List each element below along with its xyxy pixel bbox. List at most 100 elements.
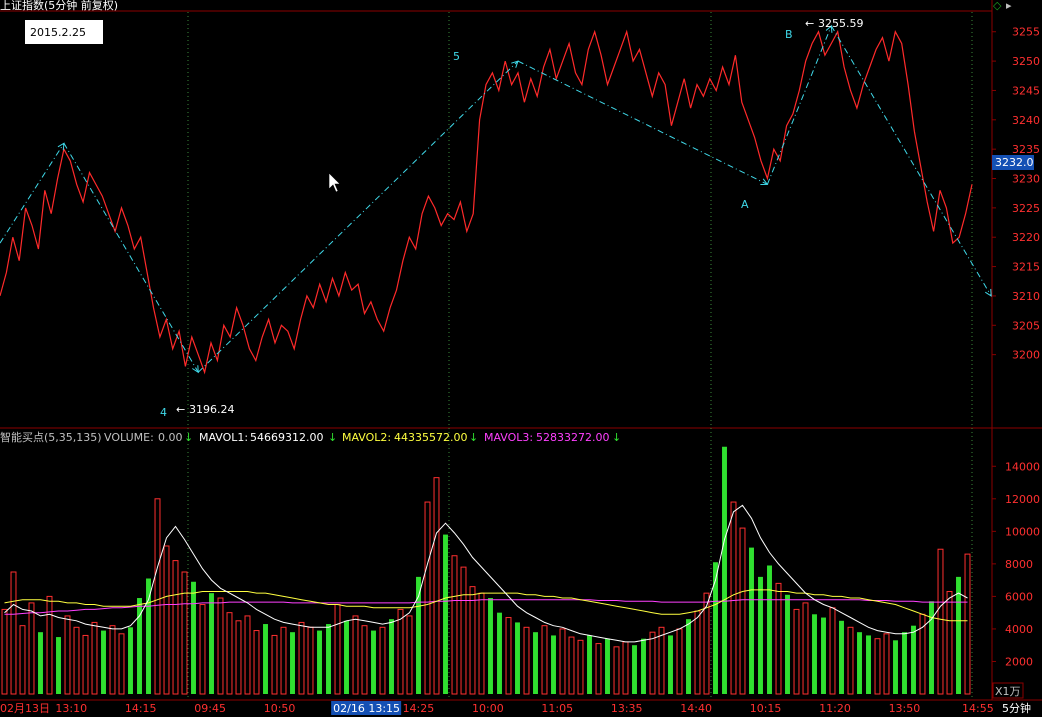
- volume-bar: [109, 625, 116, 695]
- scroll-right-icon[interactable]: ▸: [1006, 0, 1012, 12]
- volume-unit: X1万: [995, 685, 1021, 698]
- wave-segment: [766, 25, 832, 185]
- indicator-name: 智能买点(5,35,135): [0, 430, 102, 444]
- volume-bar: [10, 571, 17, 695]
- volume-bar: [568, 636, 575, 695]
- price-tick-label: 3215: [1012, 261, 1040, 274]
- diamond-icon[interactable]: ◇: [993, 0, 1002, 12]
- volume-bar: [739, 527, 746, 695]
- x-axis-label: 11:20: [819, 702, 851, 715]
- chart-title: 上证指数(5分钟 前复权): [0, 0, 118, 12]
- volume-bar: [406, 615, 413, 695]
- price-line: [0, 29, 973, 375]
- mavol3-line: [4, 599, 968, 615]
- x-axis-label: 10:50: [264, 702, 296, 715]
- volume-bar: [46, 595, 53, 695]
- volume-bar: [478, 592, 485, 695]
- volume-bar: [128, 627, 133, 694]
- volume-bar: [389, 619, 394, 694]
- volume-bar: [775, 582, 782, 695]
- volume-bar: [38, 632, 43, 694]
- period-button[interactable]: 5分钟: [1002, 701, 1031, 715]
- wave-label-b: B: [785, 28, 793, 41]
- volume-value: 0.00: [158, 431, 183, 444]
- volume-bar: [181, 571, 188, 695]
- volume-bar: [839, 620, 844, 694]
- volume-bar: [686, 619, 691, 694]
- price-tick-label: 3245: [1012, 84, 1040, 97]
- volume-bar: [82, 634, 89, 695]
- x-axis-label: 02月13日: [0, 702, 50, 715]
- volume-legend: 智能买点(5,35,135) VOLUME: 0.00 ↓ MAVOL1: 54…: [0, 430, 621, 444]
- x-axis-label: 14:25: [403, 702, 435, 715]
- volume-bar: [118, 633, 125, 695]
- volume-bar: [334, 604, 341, 695]
- mavol3-label: MAVOL3:: [484, 431, 533, 444]
- volume-bar: [649, 631, 656, 695]
- price-series: [0, 29, 973, 375]
- price-tick-label: 3200: [1012, 349, 1040, 362]
- mavol1-value: 54669312.00: [250, 431, 323, 444]
- mavol2-line: [4, 589, 968, 622]
- volume-bar: [253, 630, 260, 695]
- price-tick-label: 3220: [1012, 231, 1040, 244]
- price-tick-label: 3230: [1012, 173, 1040, 186]
- volume-bar: [658, 626, 665, 695]
- wave-segment: [517, 60, 768, 185]
- price-tick-label: 3210: [1012, 290, 1040, 303]
- volume-tick-label: 10000: [1005, 525, 1040, 538]
- price-tick-label: 3235: [1012, 143, 1040, 156]
- volume-bar: [964, 553, 971, 695]
- volume-bar: [280, 626, 287, 695]
- volume-bar: [488, 598, 493, 694]
- volume-tick-label: 4000: [1005, 623, 1033, 636]
- volume-bar: [443, 534, 448, 694]
- wave-arrowhead: [985, 288, 992, 297]
- volume-bar: [226, 612, 233, 695]
- x-axis-label: 14:40: [680, 702, 712, 715]
- price-tick-label: 3255: [1012, 26, 1040, 39]
- volume-bar: [893, 640, 898, 694]
- volume-bar: [821, 617, 826, 694]
- volume-bar: [424, 501, 431, 695]
- date-box: [25, 20, 103, 44]
- volume-bar: [199, 604, 206, 695]
- wave-segment: [830, 25, 992, 297]
- wave-label-a: A: [741, 198, 749, 211]
- volume-bar: [767, 565, 772, 694]
- volume-moving-averages: [4, 504, 968, 643]
- wave-arrowhead: [825, 24, 833, 33]
- volume-bar: [307, 626, 314, 695]
- volume-bar: [101, 630, 106, 694]
- volume-bar: [533, 632, 538, 694]
- x-axis-label: 14:15: [125, 702, 157, 715]
- wave-segment: [197, 60, 519, 373]
- day-separators: [187, 12, 973, 700]
- down-arrow-icon: ↓: [328, 431, 337, 444]
- volume-bar: [829, 607, 836, 695]
- volume-bar: [317, 630, 322, 694]
- volume-bar: [505, 617, 512, 695]
- volume-bar: [344, 620, 349, 694]
- volume-bar: [137, 598, 142, 694]
- volume-bar: [703, 592, 710, 695]
- down-arrow-icon: ↓: [184, 431, 193, 444]
- volume-bar: [515, 622, 520, 694]
- volume-bars: [1, 446, 971, 695]
- volume-y-ticks: 14000 12000 10000 8000 6000 4000 2000: [992, 460, 1040, 668]
- volume-bar: [676, 628, 683, 695]
- volume-tick-label: 6000: [1005, 590, 1033, 603]
- volume-bar: [946, 591, 953, 695]
- price-y-ticks: 3255 3250 3245 3240 3235 3230 3225 3220 3215 3210…: [992, 26, 1040, 362]
- volume-bar: [244, 615, 251, 695]
- volume-bar: [19, 625, 26, 695]
- volume-bar: [73, 626, 80, 695]
- volume-bar: [352, 615, 359, 695]
- volume-bar: [469, 586, 476, 695]
- volume-bar: [64, 615, 71, 695]
- volume-bar: [146, 578, 151, 694]
- down-arrow-icon: ↓: [612, 431, 621, 444]
- volume-tick-label: 14000: [1005, 460, 1040, 473]
- wave-arrowhead: [760, 178, 769, 185]
- mavol1-line: [4, 504, 968, 643]
